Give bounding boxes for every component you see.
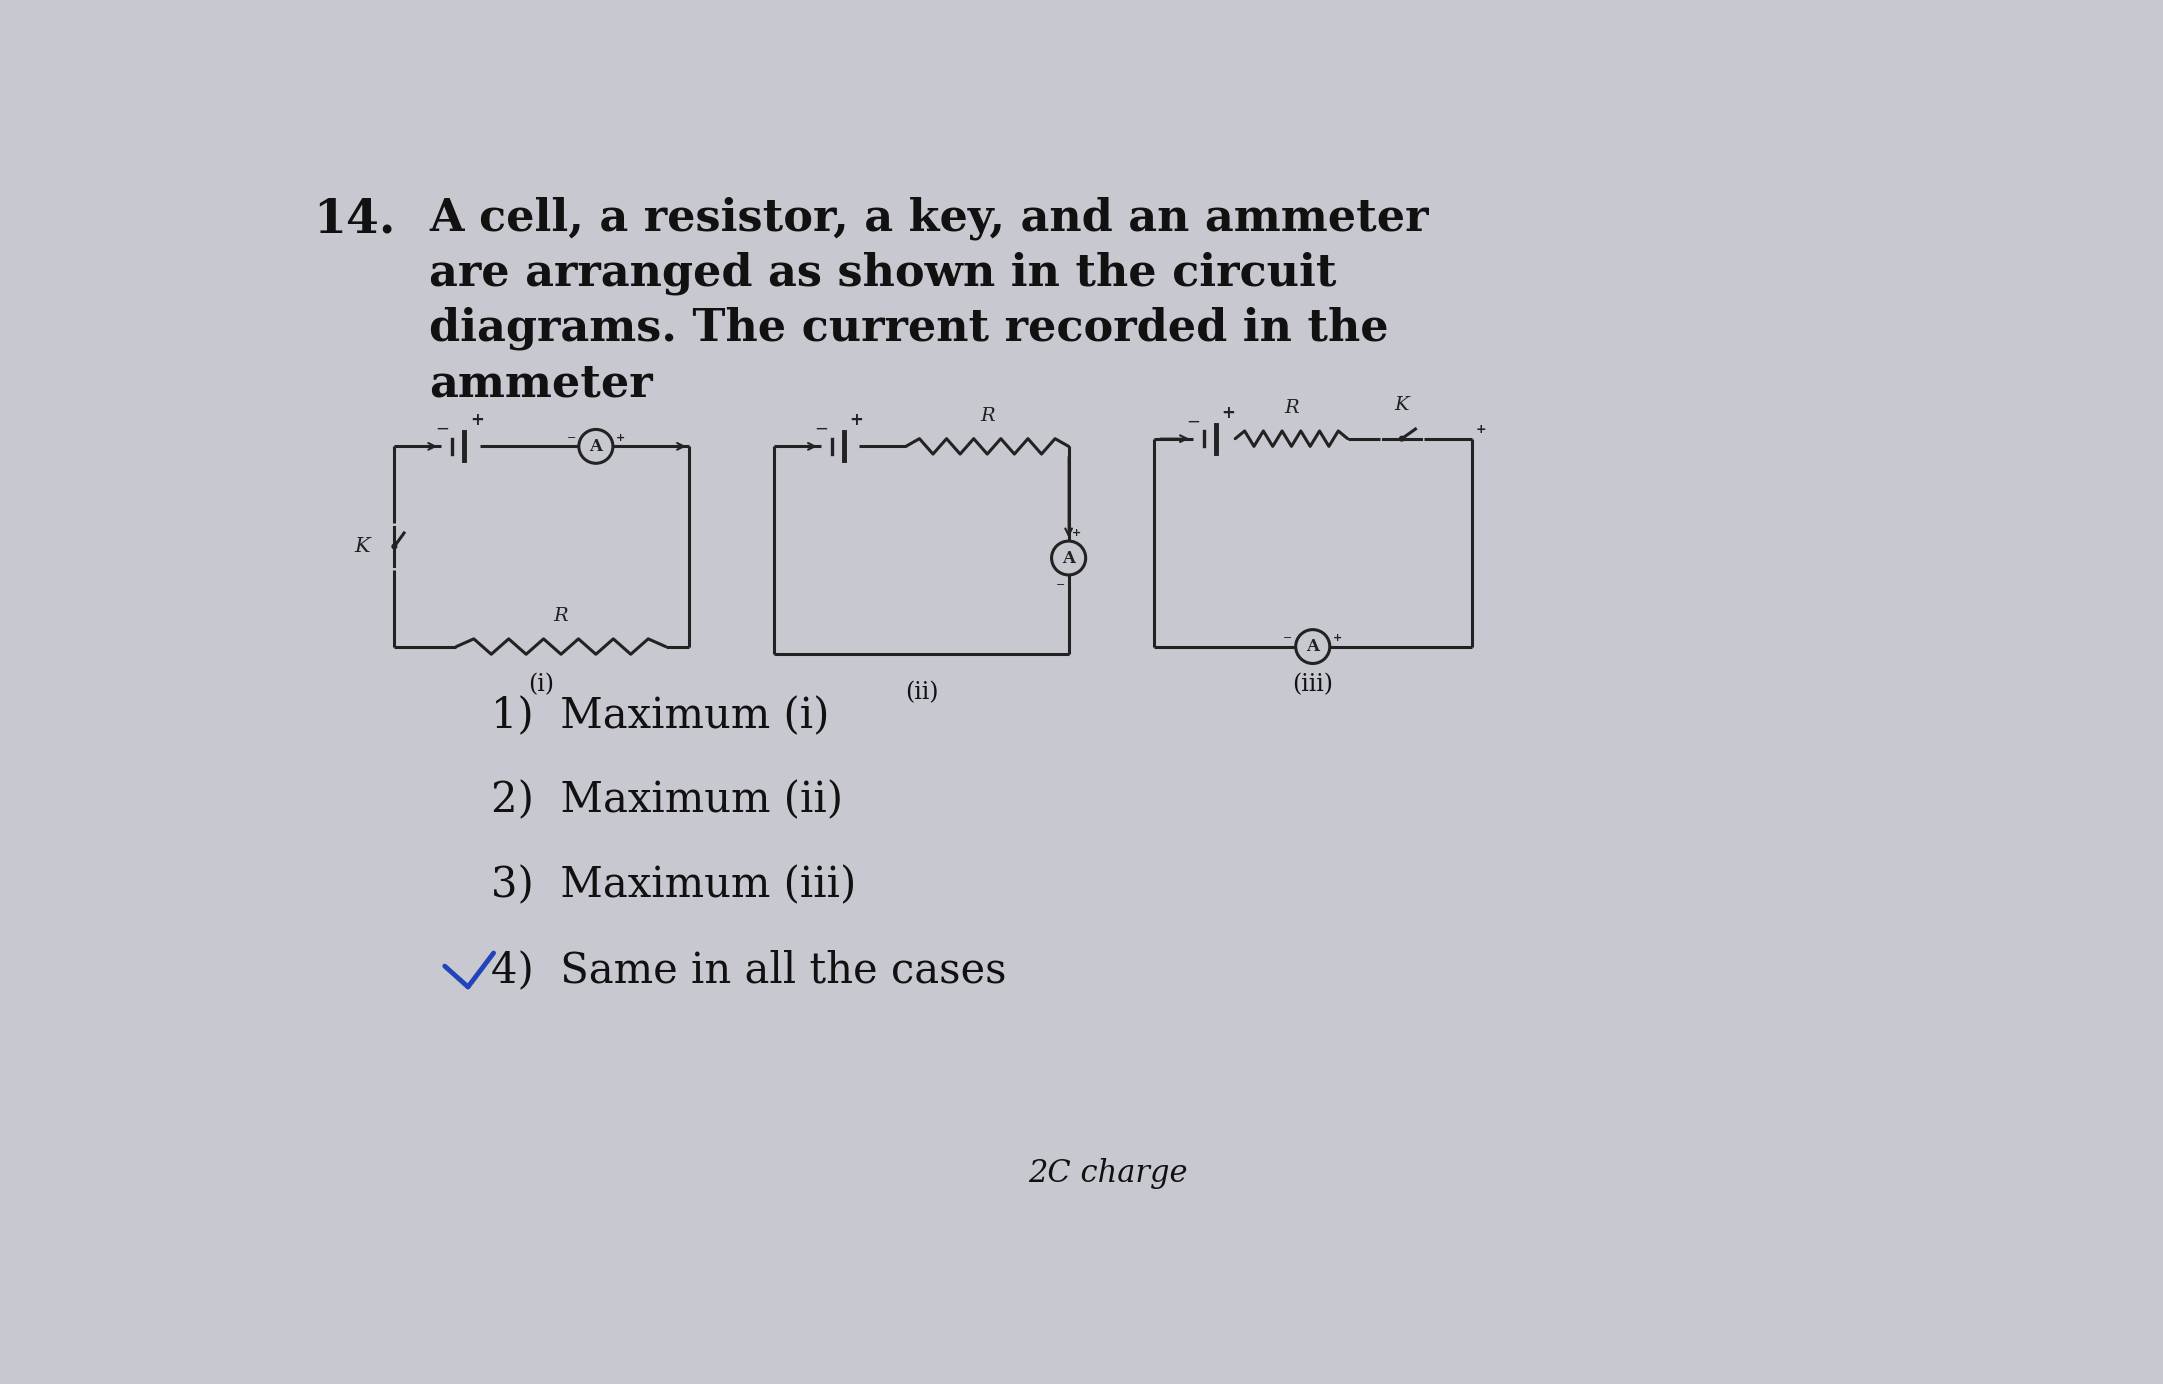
Text: diagrams. The current recorded in the: diagrams. The current recorded in the	[428, 307, 1389, 350]
Text: (i): (i)	[528, 674, 554, 696]
Circle shape	[392, 544, 396, 549]
Text: A: A	[588, 437, 601, 455]
Text: A: A	[1306, 638, 1319, 655]
Text: K: K	[1395, 396, 1408, 414]
Text: −: −	[567, 433, 575, 443]
Text: −: −	[1187, 412, 1200, 430]
Text: R: R	[554, 608, 569, 626]
Text: 1)  Maximum (i): 1) Maximum (i)	[491, 695, 831, 736]
Text: K: K	[355, 537, 370, 556]
Text: +: +	[850, 411, 863, 429]
Text: 4)  Same in all the cases: 4) Same in all the cases	[491, 949, 1006, 991]
Text: −: −	[815, 421, 828, 439]
Text: (iii): (iii)	[1291, 674, 1332, 696]
Text: +: +	[469, 411, 485, 429]
Text: 3)  Maximum (iii): 3) Maximum (iii)	[491, 864, 857, 907]
Text: −: −	[1056, 580, 1066, 590]
Text: R: R	[1285, 399, 1298, 417]
Text: A: A	[1062, 549, 1075, 566]
Text: 14.: 14.	[314, 197, 396, 242]
Text: −: −	[1283, 634, 1293, 644]
Text: +: +	[1475, 422, 1486, 436]
Text: (ii): (ii)	[904, 681, 939, 704]
Text: −: −	[435, 421, 448, 439]
Circle shape	[1399, 436, 1404, 441]
Text: 2C charge: 2C charge	[1027, 1158, 1187, 1189]
Text: +: +	[1071, 527, 1082, 538]
Text: +: +	[616, 433, 625, 443]
Text: R: R	[980, 407, 995, 425]
Text: ammeter: ammeter	[428, 363, 653, 406]
Text: are arranged as shown in the circuit: are arranged as shown in the circuit	[428, 252, 1337, 295]
Text: 2)  Maximum (ii): 2) Maximum (ii)	[491, 779, 844, 822]
Text: +: +	[1222, 404, 1235, 422]
Text: +: +	[1332, 634, 1343, 644]
Text: A cell, a resistor, a key, and an ammeter: A cell, a resistor, a key, and an ammete…	[428, 197, 1430, 239]
